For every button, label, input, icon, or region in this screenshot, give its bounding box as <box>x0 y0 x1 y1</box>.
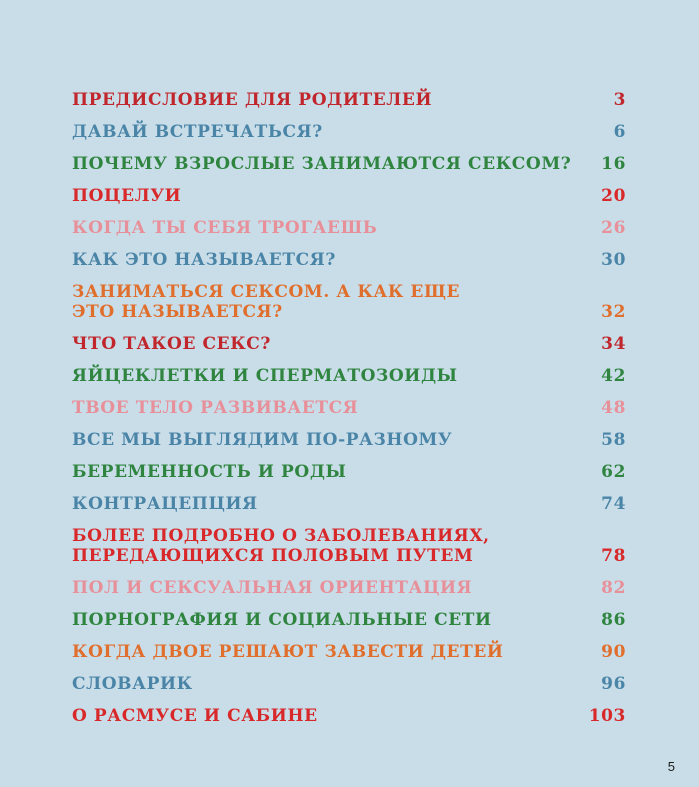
toc-entry[interactable]: ЧТО ТАКОЕ СЕКС? 34 <box>72 328 626 360</box>
toc-entry-page: 90 <box>601 642 626 662</box>
toc-entry[interactable]: ПОЛ И СЕКСУАЛЬНАЯ ОРИЕНТАЦИЯ 82 <box>72 572 626 604</box>
table-of-contents: ПРЕДИСЛОВИЕ ДЛЯ РОДИТЕЛЕЙ 3 ДАВАЙ ВСТРЕЧАТ… <box>72 84 626 732</box>
toc-entry[interactable]: КОГДА ТЫ СЕБЯ ТРОГАЕШЬ 26 <box>72 212 626 244</box>
toc-entry-title: ДАВАЙ ВСТРЕЧАТЬСЯ? <box>72 122 323 142</box>
toc-entry[interactable]: ПОРНОГРАФИЯ И СОЦИАЛЬНЫЕ СЕТИ 86 <box>72 604 626 636</box>
toc-entry-page: 42 <box>601 366 626 386</box>
toc-entry[interactable]: ПОЧЕМУ ВЗРОСЛЫЕ ЗАНИМАЮТСЯ СЕКСОМ? 16 <box>72 148 626 180</box>
toc-entry-page: 78 <box>601 546 626 566</box>
toc-entry[interactable]: КОНТРАЦЕПЦИЯ 74 <box>72 488 626 520</box>
toc-entry-page: 20 <box>601 186 626 206</box>
toc-entry-title: ПРЕДИСЛОВИЕ ДЛЯ РОДИТЕЛЕЙ <box>72 90 433 110</box>
toc-entry[interactable]: КАК ЭТО НАЗЫВАЕТСЯ? 30 <box>72 244 626 276</box>
toc-entry-title: КОГДА ДВОЕ РЕШАЮТ ЗАВЕСТИ ДЕТЕЙ <box>72 642 504 662</box>
toc-entry-page: 62 <box>601 462 626 482</box>
toc-entry-title: КОНТРАЦЕПЦИЯ <box>72 494 258 514</box>
toc-entry[interactable]: ПОЦЕЛУИ 20 <box>72 180 626 212</box>
toc-entry[interactable]: ДАВАЙ ВСТРЕЧАТЬСЯ? 6 <box>72 116 626 148</box>
toc-entry[interactable]: ПРЕДИСЛОВИЕ ДЛЯ РОДИТЕЛЕЙ 3 <box>72 84 626 116</box>
toc-entry-page: 103 <box>588 706 626 726</box>
toc-entry-page: 30 <box>601 250 626 270</box>
page-number: 5 <box>667 759 675 774</box>
toc-entry-title: БЕРЕМЕННОСТЬ И РОДЫ <box>72 462 347 482</box>
toc-entry-title: ПОЧЕМУ ВЗРОСЛЫЕ ЗАНИМАЮТСЯ СЕКСОМ? <box>72 154 572 174</box>
toc-entry-title: ЗАНИМАТЬСЯ СЕКСОМ. А КАК ЕЩЕ ЭТО НАЗЫВАЕ… <box>72 282 461 322</box>
toc-entry-title: ТВОЕ ТЕЛО РАЗВИВАЕТСЯ <box>72 398 359 418</box>
toc-entry-page: 32 <box>601 302 626 322</box>
toc-entry-page: 96 <box>601 674 626 694</box>
toc-entry[interactable]: СЛОВАРИК 96 <box>72 668 626 700</box>
toc-entry-page: 82 <box>601 578 626 598</box>
toc-entry-page: 16 <box>601 154 626 174</box>
toc-entry-title: ЯЙЦЕКЛЕТКИ И СПЕРМАТОЗОИДЫ <box>72 366 458 386</box>
toc-entry-page: 34 <box>601 334 626 354</box>
toc-entry-title: ПОРНОГРАФИЯ И СОЦИАЛЬНЫЕ СЕТИ <box>72 610 492 630</box>
toc-entry-page: 74 <box>601 494 626 514</box>
toc-entry[interactable]: ВСЕ МЫ ВЫГЛЯДИМ ПО-РАЗНОМУ 58 <box>72 424 626 456</box>
toc-entry-title: КАК ЭТО НАЗЫВАЕТСЯ? <box>72 250 336 270</box>
toc-entry[interactable]: КОГДА ДВОЕ РЕШАЮТ ЗАВЕСТИ ДЕТЕЙ 90 <box>72 636 626 668</box>
toc-entry[interactable]: ТВОЕ ТЕЛО РАЗВИВАЕТСЯ 48 <box>72 392 626 424</box>
toc-entry-title: О РАСМУСЕ И САБИНЕ <box>72 706 318 726</box>
toc-entry[interactable]: ЗАНИМАТЬСЯ СЕКСОМ. А КАК ЕЩЕ ЭТО НАЗЫВАЕ… <box>72 276 626 328</box>
toc-entry-title: ПОЛ И СЕКСУАЛЬНАЯ ОРИЕНТАЦИЯ <box>72 578 473 598</box>
toc-entry-page: 58 <box>601 430 626 450</box>
toc-entry-page: 6 <box>613 122 626 142</box>
toc-entry[interactable]: БЕРЕМЕННОСТЬ И РОДЫ 62 <box>72 456 626 488</box>
toc-entry[interactable]: О РАСМУСЕ И САБИНЕ 103 <box>72 700 626 732</box>
toc-entry-page: 48 <box>601 398 626 418</box>
toc-entry-page: 86 <box>601 610 626 630</box>
toc-entry-page: 26 <box>601 218 626 238</box>
toc-entry[interactable]: БОЛЕЕ ПОДРОБНО О ЗАБОЛЕВАНИЯХ, ПЕРЕДАЮЩИ… <box>72 520 626 572</box>
toc-entry-title: ПОЦЕЛУИ <box>72 186 182 206</box>
toc-entry-title: СЛОВАРИК <box>72 674 193 694</box>
toc-entry-title: ВСЕ МЫ ВЫГЛЯДИМ ПО-РАЗНОМУ <box>72 430 453 450</box>
toc-entry-page: 3 <box>613 90 626 110</box>
toc-entry[interactable]: ЯЙЦЕКЛЕТКИ И СПЕРМАТОЗОИДЫ 42 <box>72 360 626 392</box>
toc-entry-title: ЧТО ТАКОЕ СЕКС? <box>72 334 271 354</box>
toc-entry-title: БОЛЕЕ ПОДРОБНО О ЗАБОЛЕВАНИЯХ, ПЕРЕДАЮЩИ… <box>72 526 490 566</box>
toc-entry-title: КОГДА ТЫ СЕБЯ ТРОГАЕШЬ <box>72 218 378 238</box>
